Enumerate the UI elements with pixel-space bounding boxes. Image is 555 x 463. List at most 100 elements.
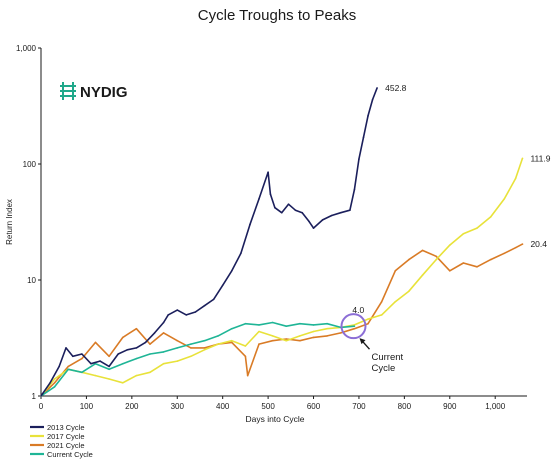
data-point-2013-cycle — [349, 209, 351, 211]
data-point-2017-cycle — [231, 339, 233, 342]
data-point-2021-cycle — [190, 347, 192, 349]
data-point-2021-cycle — [53, 382, 56, 384]
data-point-2021-cycle — [246, 374, 249, 377]
data-point-current-cycle — [217, 335, 219, 337]
series-layer — [40, 87, 524, 397]
x-tick-label: 700 — [352, 402, 366, 411]
end-labels: 20.4 111.9 4.0 452.8 — [352, 83, 550, 315]
data-point-2013-cycle — [353, 188, 356, 191]
data-point-current-cycle — [271, 321, 274, 324]
data-point-current-cycle — [81, 371, 83, 374]
data-point-2013-cycle — [371, 98, 374, 101]
data-point-current-cycle — [312, 324, 315, 326]
data-point-2013-cycle — [162, 321, 165, 324]
data-point-current-cycle — [326, 322, 328, 325]
data-point-2013-cycle — [358, 158, 360, 160]
data-point-2017-cycle — [217, 343, 219, 345]
y-tick-label: 10 — [27, 276, 36, 285]
data-point-2013-cycle — [144, 341, 147, 344]
data-point-2017-cycle — [176, 360, 179, 362]
data-point-2021-cycle — [122, 336, 124, 339]
end-label-2021-cycle: 20.4 — [530, 239, 547, 249]
data-point-2021-cycle — [353, 327, 356, 330]
data-point-2021-cycle — [326, 335, 328, 337]
data-point-2013-cycle — [231, 270, 233, 272]
data-point-2013-cycle — [194, 311, 197, 313]
data-point-2013-cycle — [367, 115, 369, 117]
data-point-current-cycle — [122, 362, 124, 365]
data-point-2013-cycle — [321, 219, 324, 221]
data-point-current-cycle — [285, 325, 288, 328]
data-point-2017-cycle — [53, 378, 56, 380]
data-point-current-cycle — [190, 343, 192, 345]
data-point-2021-cycle — [449, 270, 451, 272]
data-point-2017-cycle — [421, 274, 424, 277]
data-point-2021-cycle — [258, 343, 260, 345]
data-point-2021-cycle — [244, 355, 247, 358]
data-point-2013-cycle — [81, 353, 83, 355]
data-point-2021-cycle — [271, 339, 274, 342]
data-point-2013-cycle — [221, 284, 224, 287]
current-cycle-circle — [340, 313, 367, 340]
legend-label-2017-cycle: 2017 Cycle — [47, 432, 85, 441]
data-point-2017-cycle — [394, 300, 397, 303]
data-point-2017-cycle — [190, 355, 192, 358]
x-tick-label: 400 — [216, 402, 230, 411]
annotation-arrowhead — [359, 338, 366, 345]
data-point-2021-cycle — [394, 270, 397, 272]
nydig-logo-icon — [60, 82, 76, 100]
data-point-2017-cycle — [326, 327, 328, 330]
data-point-2017-cycle — [503, 198, 506, 200]
legend-label-2021-cycle: 2021 Cycle — [47, 441, 85, 450]
data-point-2013-cycle — [362, 136, 365, 139]
data-point-2013-cycle — [287, 203, 290, 205]
data-point-2017-cycle — [108, 378, 110, 380]
x-tick-label: 900 — [443, 402, 457, 411]
y-tick-label: 100 — [23, 160, 37, 169]
data-point-2021-cycle — [503, 252, 506, 255]
data-point-2021-cycle — [285, 338, 288, 340]
legend-label-2013-cycle: 2013 Cycle — [47, 423, 85, 432]
data-point-2013-cycle — [269, 193, 272, 195]
data-point-2013-cycle — [176, 309, 179, 311]
data-point-2017-cycle — [122, 382, 124, 384]
data-point-2017-cycle — [162, 362, 165, 365]
data-point-2013-cycle — [240, 252, 242, 255]
data-point-2021-cycle — [299, 339, 301, 342]
data-point-2013-cycle — [99, 360, 101, 362]
data-point-2017-cycle — [476, 227, 478, 229]
data-point-current-cycle — [149, 353, 151, 355]
data-point-2017-cycle — [203, 349, 206, 351]
data-point-current-cycle — [162, 351, 165, 353]
data-point-2017-cycle — [521, 157, 524, 160]
data-point-2017-cycle — [94, 374, 97, 377]
data-point-2013-cycle — [340, 211, 342, 214]
data-point-2013-cycle — [249, 223, 251, 226]
data-point-2013-cycle — [167, 314, 169, 316]
data-point-2013-cycle — [90, 362, 92, 365]
data-point-2013-cycle — [49, 382, 51, 384]
data-point-current-cycle — [299, 322, 301, 325]
data-point-2021-cycle — [176, 339, 179, 342]
y-tick-label: 1 — [32, 392, 37, 401]
x-tick-label: 300 — [171, 402, 185, 411]
data-point-2017-cycle — [408, 290, 410, 293]
x-tick-label: 500 — [261, 402, 275, 411]
data-point-2017-cycle — [271, 335, 274, 337]
data-point-2017-cycle — [449, 244, 451, 246]
data-point-current-cycle — [353, 325, 356, 328]
data-point-2021-cycle — [81, 357, 83, 360]
data-point-2017-cycle — [367, 318, 369, 320]
data-point-2013-cycle — [258, 198, 260, 200]
data-point-2013-cycle — [376, 87, 378, 89]
x-axis-title: Days into Cycle — [245, 414, 304, 424]
chart-title: Cycle Troughs to Peaks — [198, 7, 356, 24]
data-point-2013-cycle — [203, 304, 206, 307]
data-point-2013-cycle — [65, 347, 67, 349]
data-point-current-cycle — [231, 327, 233, 330]
data-point-2017-cycle — [285, 339, 288, 342]
data-point-2021-cycle — [514, 246, 517, 249]
data-point-2013-cycle — [153, 332, 156, 334]
